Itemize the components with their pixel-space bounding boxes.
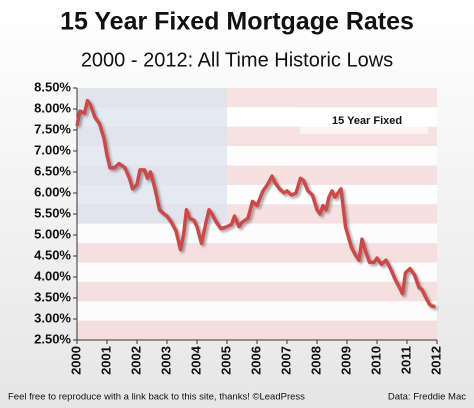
flag-stripe bbox=[77, 262, 437, 282]
x-tick-label: 2005 bbox=[218, 346, 233, 375]
x-tick-label: 2009 bbox=[338, 346, 353, 375]
x-tick-label: 2011 bbox=[398, 346, 413, 374]
x-tick-label: 2004 bbox=[188, 345, 203, 375]
flag-background bbox=[77, 88, 437, 340]
y-tick-label: 8.00% bbox=[34, 100, 71, 115]
y-tick-label: 3.50% bbox=[34, 289, 71, 304]
y-tick-label: 8.50% bbox=[34, 79, 71, 94]
x-tick-label: 2010 bbox=[368, 346, 383, 375]
flag-stripe bbox=[77, 243, 437, 263]
x-tick-label: 2000 bbox=[68, 346, 83, 375]
y-tick-label: 4.50% bbox=[34, 247, 71, 262]
y-tick-label: 7.50% bbox=[34, 121, 71, 136]
x-tick-label: 2012 bbox=[428, 346, 443, 375]
y-tick-label: 5.00% bbox=[34, 226, 71, 241]
chart-title: 15 Year Fixed Mortgage Rates bbox=[60, 8, 414, 36]
y-tick-label: 6.00% bbox=[34, 184, 71, 199]
flag-stripe bbox=[77, 223, 437, 244]
source-note: Data: Freddie Mac bbox=[388, 392, 466, 403]
footer-note: Feel free to reproduce with a link back … bbox=[8, 392, 305, 403]
x-tick-label: 2002 bbox=[128, 346, 143, 375]
y-tick-label: 7.00% bbox=[34, 142, 71, 157]
y-tick-label: 4.00% bbox=[34, 268, 71, 283]
chart-subtitle: 2000 - 2012: All Time Historic Lows bbox=[81, 49, 393, 71]
y-tick-label: 5.50% bbox=[34, 205, 71, 220]
x-tick-label: 2001 bbox=[98, 346, 113, 375]
flag-stripe bbox=[77, 301, 437, 321]
y-tick-label: 3.00% bbox=[34, 310, 71, 325]
legend-label: 15 Year Fixed bbox=[332, 115, 402, 127]
flag-canton bbox=[77, 88, 227, 224]
flag-stripe bbox=[77, 281, 437, 302]
x-tick-label: 2006 bbox=[248, 346, 263, 375]
y-tick-label: 6.50% bbox=[34, 163, 71, 178]
flag-stripe bbox=[77, 320, 437, 340]
y-tick-label: 2.50% bbox=[34, 331, 71, 346]
x-tick-label: 2003 bbox=[158, 346, 173, 375]
x-tick-label: 2008 bbox=[308, 346, 323, 375]
x-tick-label: 2007 bbox=[278, 346, 293, 375]
data-line bbox=[75, 98, 436, 309]
